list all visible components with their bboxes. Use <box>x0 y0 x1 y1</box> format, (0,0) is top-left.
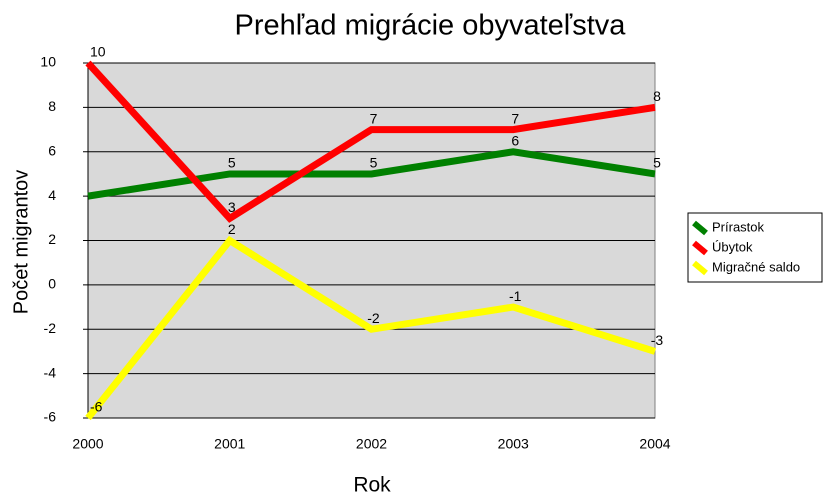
y-tick-label: 2 <box>48 231 56 247</box>
series-line <box>85 60 656 223</box>
data-label: 2 <box>228 221 236 237</box>
data-label: 7 <box>370 110 378 126</box>
legend-box <box>687 212 823 283</box>
data-label: 6 <box>511 132 519 148</box>
y-tick-label: 4 <box>48 187 56 203</box>
data-label: -2 <box>367 310 380 326</box>
y-tick-label: 6 <box>48 142 56 158</box>
x-tick-label: 2003 <box>498 436 529 452</box>
legend-label: Úbytok <box>712 239 753 254</box>
x-axis-label: Rok <box>353 474 391 495</box>
data-label: 5 <box>653 155 661 171</box>
chart-title: Prehľad migrácie obyvateľstva <box>235 10 627 42</box>
data-label: 10 <box>90 44 106 60</box>
x-tick-label: 2000 <box>72 436 103 452</box>
legend-marker <box>692 260 708 276</box>
x-tick-label: 2001 <box>214 436 245 452</box>
y-tick-label: -6 <box>44 409 57 425</box>
y-tick-label: -4 <box>44 364 57 380</box>
series-line <box>87 148 656 200</box>
data-label: 3 <box>228 199 236 215</box>
data-label: -1 <box>509 288 522 304</box>
data-label: -6 <box>90 399 103 415</box>
legend-marker <box>692 240 708 256</box>
legend-label: Prírastok <box>712 219 765 234</box>
data-label: -3 <box>651 332 664 348</box>
legend-label: Migračné saldo <box>712 259 800 274</box>
series-line <box>85 235 657 421</box>
data-label: 8 <box>653 88 661 104</box>
y-tick-label: 0 <box>48 276 56 292</box>
data-label: 5 <box>228 155 236 171</box>
y-axis-label: Počet migrantov <box>10 170 32 315</box>
y-tick-label: 8 <box>48 98 56 114</box>
data-label: 7 <box>511 110 519 126</box>
y-tick-label: -2 <box>44 320 57 336</box>
legend-marker <box>692 220 708 236</box>
x-tick-label: 2002 <box>356 436 387 452</box>
y-tick-label: 10 <box>40 54 56 70</box>
data-label: 5 <box>370 155 378 171</box>
x-tick-label: 2004 <box>639 436 670 452</box>
